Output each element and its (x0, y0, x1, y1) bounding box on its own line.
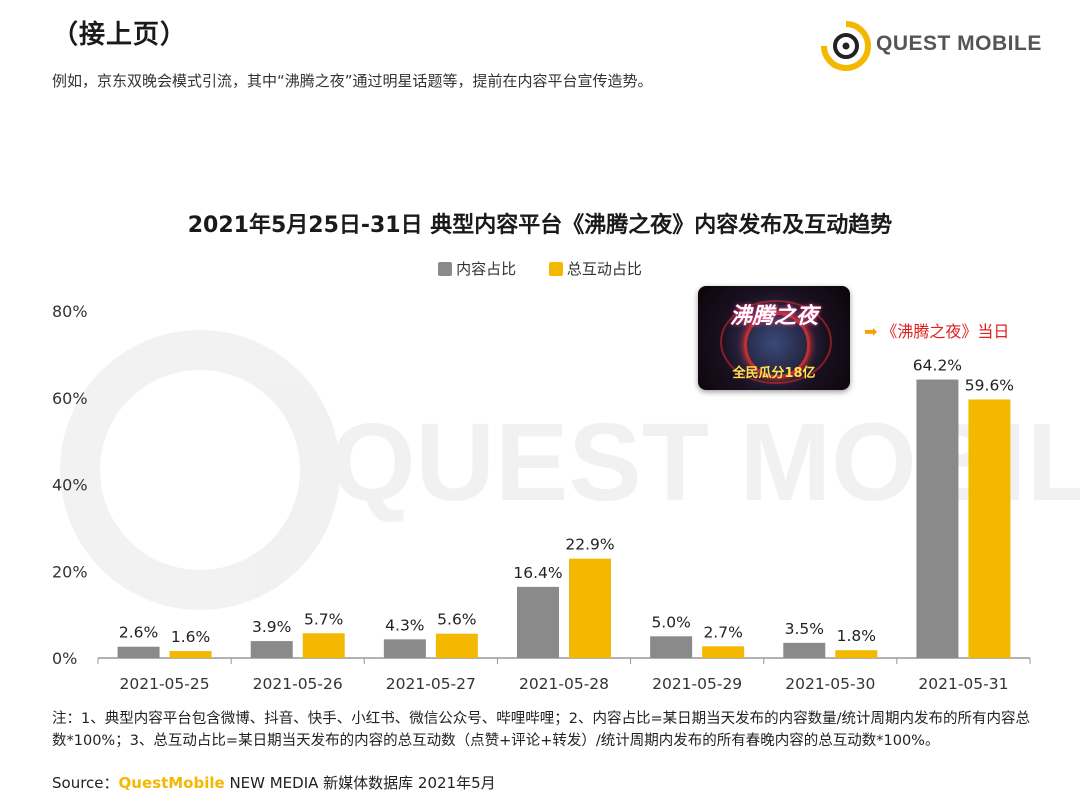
bar-content-share (117, 646, 160, 658)
source-rest: NEW MEDIA 新媒体数据库 2021年5月 (224, 774, 496, 792)
promo-ring-decoration (744, 312, 810, 378)
legend-item-content-share: 内容占比 (438, 258, 516, 279)
data-label: 22.9% (565, 536, 614, 554)
promo-arc-decoration (720, 300, 832, 384)
source-prefix: Source： (52, 774, 119, 792)
legend-label-interaction-share: 总互动占比 (566, 260, 642, 278)
x-tick-label: 2021-05-29 (652, 675, 742, 693)
data-label: 1.6% (171, 628, 210, 646)
legend-item-interaction-share: 总互动占比 (548, 258, 642, 279)
promo-image-title: 沸腾之夜 (729, 304, 818, 329)
bar-interaction-share (302, 633, 345, 658)
source-brand: QuestMobile (118, 774, 225, 792)
bar-content-share (650, 636, 693, 658)
watermark-text: QUEST MOBILE (330, 401, 1080, 524)
bar-chart: QUEST MOBILE 0% 20% 40% 60% 80% 2021-05-25 2.6%… (52, 302, 1080, 693)
event-day-annotation: ➡ 《沸腾之夜》当日 (864, 318, 1009, 342)
data-label: 5.7% (304, 610, 343, 628)
legend-label-content-share: 内容占比 (456, 260, 517, 278)
bar-interaction-share (968, 399, 1011, 658)
watermark-circle (60, 330, 340, 610)
chart-legend: 内容占比 总互动占比 (0, 258, 1080, 280)
bar-interaction-share (835, 650, 878, 658)
y-tick-label: 80% (52, 302, 88, 321)
x-tick-label: 2021-05-27 (386, 675, 476, 693)
arrow-right-icon: ➡ (864, 322, 878, 341)
data-label: 1.8% (837, 627, 876, 645)
logo-mark-icon (821, 21, 871, 71)
legend-swatch-content-share (438, 261, 453, 276)
logo-text: QUEST MOBILE (876, 32, 1042, 55)
y-tick-label: 40% (52, 476, 88, 495)
event-day-label: 《沸腾之夜》当日 (881, 322, 1010, 341)
bar-content-share (916, 379, 959, 658)
intro-text: 例如，京东双晚会模式引流，其中“沸腾之夜”通过明星话题等，提前在内容平台宣传造势… (52, 72, 653, 90)
data-label: 2.6% (119, 624, 158, 642)
data-label: 5.6% (437, 611, 476, 629)
y-tick-label: 0% (52, 649, 77, 668)
event-promo-image: 沸腾之夜 全民瓜分18亿 (698, 286, 850, 390)
data-label: 3.5% (785, 620, 824, 638)
bar-content-share (250, 641, 293, 658)
data-label: 5.0% (651, 613, 690, 631)
legend-swatch-interaction-share (548, 261, 563, 276)
bar-interaction-share (435, 633, 478, 658)
bar-interaction-share (569, 558, 611, 658)
data-label: 2.7% (703, 623, 742, 641)
x-tick-label: 2021-05-28 (519, 675, 609, 693)
x-tick-label: 2021-05-31 (918, 675, 1008, 693)
chart-title: 2021年5月25日-31日 典型内容平台《沸腾之夜》内容发布及互动趋势 (187, 213, 893, 238)
page-title: （接上页） (52, 20, 188, 50)
bar-interaction-share (702, 646, 745, 658)
data-label: 64.2% (913, 357, 962, 375)
y-tick-label: 60% (52, 389, 88, 408)
bar-interaction-share (169, 651, 212, 658)
bar-content-share (383, 639, 426, 658)
bar-content-share (517, 586, 559, 658)
data-label: 16.4% (513, 564, 562, 582)
bar-content-share (783, 642, 826, 658)
x-tick-label: 2021-05-30 (785, 675, 875, 693)
y-tick-label: 20% (52, 562, 88, 581)
data-label: 3.9% (252, 618, 291, 636)
chart-footnotes: 注：1、典型内容平台包含微博、抖音、快手、小红书、微信公众号、哔哩哔哩；2、内容… (52, 711, 1030, 749)
data-label: 4.3% (385, 616, 424, 634)
x-tick-label: 2021-05-25 (120, 675, 210, 693)
source-line: Source：QuestMobile NEW MEDIA 新媒体数据库 2021… (52, 772, 496, 793)
data-label: 59.6% (965, 376, 1014, 394)
x-tick-label: 2021-05-26 (253, 675, 343, 693)
promo-image-subtitle: 全民瓜分18亿 (732, 366, 816, 381)
quest-mobile-logo: QUEST MOBILE (818, 18, 1041, 74)
